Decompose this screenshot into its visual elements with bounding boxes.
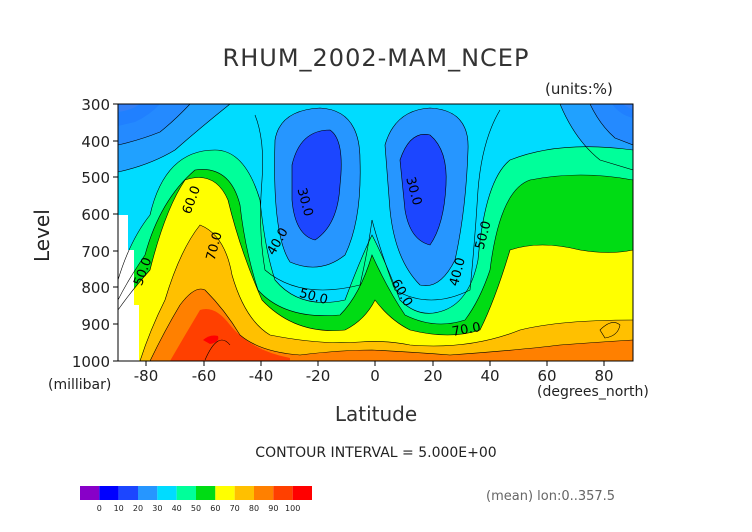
y-axis-units: (millibar) xyxy=(48,377,112,393)
colorbar-swatch xyxy=(196,486,216,500)
x-tick-label: 80 xyxy=(594,367,614,385)
y-tick-label: 800 xyxy=(81,279,110,297)
mean-note: (mean) lon:0..357.5 xyxy=(486,489,616,504)
colorbar-swatch xyxy=(157,486,177,500)
x-tick-label: 20 xyxy=(423,367,443,385)
colorbar-tick-label: 40 xyxy=(171,504,182,513)
colorbar-swatch xyxy=(176,486,196,500)
x-tick-label: -80 xyxy=(133,367,159,385)
contour-label: 50.0 xyxy=(298,286,330,308)
colorbar-tick-label: 80 xyxy=(248,504,260,513)
y-tick-label: 400 xyxy=(81,133,110,151)
colorbar-tick-label: 60 xyxy=(210,504,221,513)
colorbar-swatch xyxy=(118,486,138,500)
y-tick-label: 1000 xyxy=(71,353,110,371)
fill-30-south xyxy=(292,130,342,240)
contour-label: 70.0 xyxy=(204,230,226,262)
contour-label: 70.0 xyxy=(451,320,482,340)
y-tick-label: 900 xyxy=(81,316,110,334)
colorbar-tick-label: 70 xyxy=(229,504,240,513)
fill-30-north xyxy=(400,134,447,245)
x-tick-label: 60 xyxy=(537,367,557,385)
colorbar xyxy=(80,486,312,500)
contour-lines xyxy=(118,104,633,361)
x-tick-label: -60 xyxy=(191,367,217,385)
colorbar-swatch xyxy=(80,486,100,500)
tick-marks xyxy=(113,103,605,366)
terrain-mask-1 xyxy=(118,215,128,361)
fill-30-south-upper xyxy=(118,104,230,172)
colorbar-swatch xyxy=(273,486,293,500)
colorbar-tick-label: 20 xyxy=(132,504,144,513)
fill-95 xyxy=(203,335,219,344)
colorbar-swatch xyxy=(234,486,254,500)
x-tick-label: 40 xyxy=(480,367,500,385)
chart-title: RHUM_2002-MAM_NCEP xyxy=(222,44,530,72)
y-tick-label: 600 xyxy=(81,206,110,224)
contour-interval-text: CONTOUR INTERVAL = 5.000E+00 xyxy=(255,445,497,461)
units-label: (units:%) xyxy=(545,80,613,98)
colorbar-tick-label: 0 xyxy=(96,504,102,513)
colorbar-swatch xyxy=(99,486,119,500)
fill-80-90 xyxy=(118,225,633,361)
terrain-mask-3 xyxy=(134,305,139,361)
colorbar-swatch xyxy=(138,486,158,500)
y-tick-label: 700 xyxy=(81,243,110,261)
x-tick-label: 0 xyxy=(370,367,380,385)
contour-label: 50.0 xyxy=(473,219,495,251)
x-tick-label: -20 xyxy=(305,367,331,385)
colorbar-tick-label: 10 xyxy=(113,504,124,513)
colorbar-tick-label: 30 xyxy=(152,504,163,513)
colorbar-swatch xyxy=(254,486,274,500)
colorbar-tick-label: 100 xyxy=(285,504,301,513)
terrain-mask-2 xyxy=(128,250,134,361)
colorbar-swatch xyxy=(215,486,235,500)
y-axis-label: Level xyxy=(30,209,54,262)
contour-label: 30.0 xyxy=(294,186,316,218)
colorbar-tick-label: 50 xyxy=(190,504,202,513)
y-tick-label: 300 xyxy=(81,96,110,114)
fill-90-95 xyxy=(170,309,290,361)
contour-label: 40.0 xyxy=(447,256,469,288)
colorbar-tick-label: 90 xyxy=(268,504,279,513)
x-axis-units: (degrees_north) xyxy=(537,384,649,400)
x-axis-label: Latitude xyxy=(334,402,418,426)
colorbar-swatch xyxy=(292,486,312,500)
x-tick-label: -40 xyxy=(248,367,274,385)
contour-label: 30.0 xyxy=(402,175,424,207)
y-tick-label: 500 xyxy=(81,169,110,187)
